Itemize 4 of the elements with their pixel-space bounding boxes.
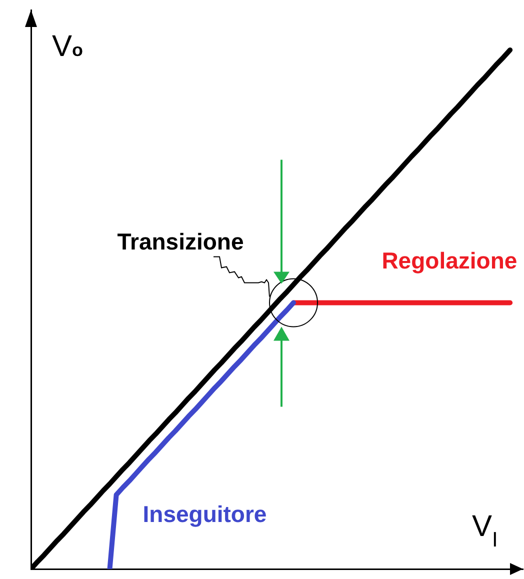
annotation: Transizione [117,228,244,255]
x-axis-title: V$_{I}$ [472,510,498,552]
series-label: Inseguitore [142,500,267,527]
series-label: Regolazione [382,248,518,274]
